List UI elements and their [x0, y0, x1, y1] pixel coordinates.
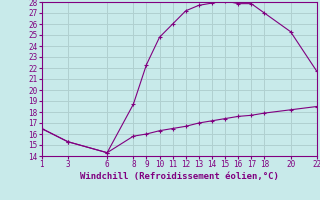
X-axis label: Windchill (Refroidissement éolien,°C): Windchill (Refroidissement éolien,°C): [80, 172, 279, 181]
